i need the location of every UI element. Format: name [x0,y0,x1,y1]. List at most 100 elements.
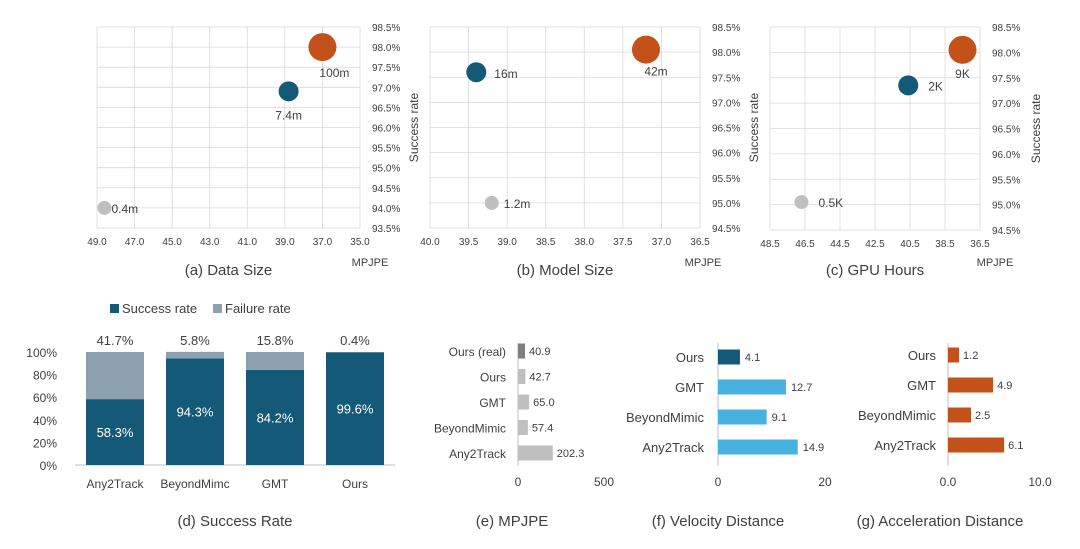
chart-title: (f) Velocity Distance [652,513,785,530]
bar-beyondmimic [718,409,767,425]
point-label: 16m [494,67,517,81]
failure-data-label: 5.8% [180,333,210,348]
chart-title: (g) Acceleration Distance [857,513,1024,530]
x-tick-label: 43.0 [200,237,220,248]
stacked-bar-chart-d: 0% 20% 40% 60% 80% 100% Success rate Failure ra… [26,301,395,530]
failure-data-label: 15.8% [257,333,294,348]
x-tick-label: 45.0 [162,237,182,248]
x-tick-label: 39.0 [275,237,295,248]
bar-gmt [518,394,530,410]
y-tick-label: 98.5% [992,23,1020,34]
y-tick-label: 80% [33,369,57,383]
scatter-point-100m [308,33,337,62]
y-tick-label: 98.0% [992,48,1020,59]
x-category-label: Ours [342,477,368,491]
bar-data-label: 12.7 [791,382,812,394]
bar-beyondmimic [518,420,528,435]
y-category-label: Ours [908,348,937,363]
bar-ours [948,347,960,363]
chart-title: (d) Success Rate [177,513,292,530]
y-tick-label: 98.5% [712,23,740,34]
x-tick-label: 37.0 [652,237,672,248]
scatter-point-0.4m [97,200,112,215]
y-category-label: BeyondMimic [626,410,705,425]
x-tick-label: 0 [515,475,522,489]
hbar-chart-e: 40.9 Ours (real) 42.7 Ours 65.0 GMT 57.4 Beyond… [434,343,614,530]
bar-any2track [948,437,1005,453]
y-tick-label: 100% [26,346,57,360]
y-axis-label: Success rate [1029,93,1043,163]
x-tick-label: 49.0 [87,237,107,248]
chart-title: (e) MPJPE [476,513,549,530]
point-label: 1.2m [504,197,531,211]
x-category-label: Any2Track [87,477,145,491]
x-tick-label: 38.5 [935,239,955,250]
y-category-label: Any2Track [874,438,936,453]
bar-data-label: 9.1 [772,412,787,424]
y-tick-label: 97.0% [712,98,740,109]
bar-success [326,352,384,465]
point-label: 0.5K [819,196,844,210]
bar-ours [518,369,526,384]
failure-data-label: 0.4% [340,333,370,348]
bar-data-label: 14.9 [803,442,824,454]
y-category-label: Ours [480,371,506,385]
x-tick-label: 20 [818,475,832,489]
scatter-point-7.4m [278,81,299,102]
bar-failure [166,351,224,359]
scatter-point-1.2m [484,195,499,210]
scatter-point-16m [466,62,487,83]
bar-data-label: 42.7 [529,372,550,384]
legend-swatch [213,304,222,313]
bar-success [246,369,304,465]
y-tick-label: 93.5% [372,224,400,235]
x-tick-label: 46.5 [795,239,815,250]
x-tick-label: 500 [594,475,614,489]
y-category-label: GMT [479,396,506,410]
x-tick-label: 39.5 [459,237,479,248]
y-axis-label: Success rate [747,92,761,162]
y-category-label: BeyondMimic [434,422,506,436]
y-tick-label: 94.0% [372,204,400,215]
x-tick-label: 41.0 [238,237,258,248]
x-axis-label: MPJPE [352,257,389,269]
legend-swatch [110,304,119,313]
y-tick-label: 0% [40,459,58,473]
bar-gmt [718,379,786,395]
scatter-point-2K [898,75,919,96]
x-tick-label: 37.0 [313,237,333,248]
y-axis-label: Success rate [407,92,421,162]
y-category-label: GMT [675,380,704,395]
bar-ours [718,349,740,365]
y-tick-label: 95.5% [992,175,1020,186]
bar-any2track [518,445,553,461]
x-tick-label: 36.5 [690,237,710,248]
point-label: 9K [955,67,970,81]
point-label: 7.4m [275,108,302,122]
y-category-label: Any2Track [449,447,507,461]
bar-data-label: 6.1 [1008,440,1023,452]
bar-any2track [718,439,798,455]
y-tick-label: 97.5% [372,63,400,74]
y-tick-label: 96.0% [372,124,400,135]
chart-title: (c) GPU Hours [826,262,924,279]
y-tick-label: 97.0% [992,99,1020,110]
scatter-chart-b: 40.0 39.5 39.0 38.5 38.0 37.5 37.0 36.594.5% 95.… [420,23,761,279]
bar-beyondmimic [948,407,971,423]
x-tick-label: 44.5 [830,239,850,250]
bar-success [166,358,224,465]
success-data-label: 99.6% [337,402,374,417]
y-tick-label: 95.0% [372,164,400,175]
x-tick-label: 35.0 [350,237,370,248]
x-tick-label: 38.0 [575,237,595,248]
x-tick-label: 36.5 [970,239,990,250]
legend-label: Success rate [122,301,197,316]
bar-data-label: 65.0 [533,397,554,409]
y-tick-label: 98.0% [712,48,740,59]
y-tick-label: 94.5% [712,224,740,235]
x-category-label: GMT [262,477,289,491]
y-tick-label: 96.0% [992,150,1020,161]
x-category-label: BeyondMimc [160,477,229,491]
x-tick-label: 42.5 [865,239,885,250]
bar-ours-real- [518,343,526,359]
